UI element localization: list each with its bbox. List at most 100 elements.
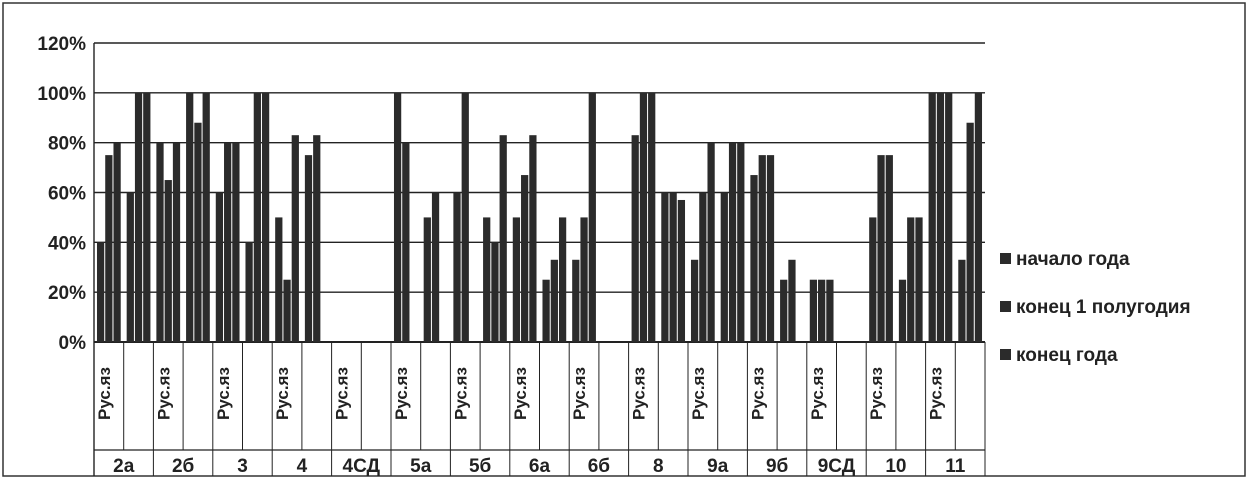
subject-label: Рус.яз xyxy=(927,367,946,420)
subject-label: Рус.яз xyxy=(333,367,352,420)
bar-10-2-series-2 xyxy=(907,217,915,342)
bar-2а-2-series-2 xyxy=(134,92,143,342)
bar-11-1-series-2 xyxy=(936,92,945,342)
bar-3-1-series-1 xyxy=(215,192,224,342)
subject-label: Рус.яз xyxy=(392,367,411,420)
bar-8-2-series-2 xyxy=(669,192,677,342)
category-label: 5а xyxy=(410,456,432,477)
bar-2б-2-series-3 xyxy=(202,92,210,342)
bar-6б-1-series-3 xyxy=(588,92,596,342)
subject-label: Рус.яз xyxy=(689,367,708,420)
category-label: 8 xyxy=(653,456,664,477)
legend-swatch xyxy=(1000,301,1011,312)
bar-2б-1-series-1 xyxy=(156,142,164,342)
subject-label: Рус.яз xyxy=(748,367,767,420)
category-label: 11 xyxy=(945,456,966,477)
bar-3-2-series-3 xyxy=(261,92,270,342)
bar-5а-1-series-1 xyxy=(393,92,402,342)
legend-label: конец 1 полугодия xyxy=(1016,297,1191,318)
bar-9б-1-series-2 xyxy=(758,155,766,342)
subject-label: Рус.яз xyxy=(214,367,233,420)
bar-6б-1-series-2 xyxy=(580,217,588,342)
bar-6а-2-series-2 xyxy=(550,259,558,342)
bar-8-1-series-2 xyxy=(639,92,648,342)
bar-2а-2-series-3 xyxy=(143,92,151,342)
bar-9б-1-series-1 xyxy=(750,175,758,342)
chart-frame xyxy=(2,2,1246,477)
category-label: 4 xyxy=(297,456,308,477)
subject-label: Рус.яз xyxy=(867,367,886,420)
bar-10-1-series-3 xyxy=(885,155,893,342)
category-label: 3 xyxy=(237,456,248,477)
category-label: 2б xyxy=(172,456,194,477)
bar-2б-1-series-3 xyxy=(172,142,181,342)
subject-label: Рус.яз xyxy=(808,367,827,420)
subject-label: Рус.яз xyxy=(154,367,173,420)
bar-6а-1-series-2 xyxy=(521,175,529,342)
bar-8-1-series-1 xyxy=(631,135,639,342)
bar-10-2-series-3 xyxy=(915,217,923,342)
bar-5б-2-series-1 xyxy=(483,217,491,342)
legend-swatch xyxy=(1000,253,1011,264)
category-label: 4СД xyxy=(343,456,381,477)
bar-3-2-series-2 xyxy=(253,92,261,342)
bar-2а-1-series-2 xyxy=(105,155,113,342)
bar-2б-1-series-2 xyxy=(164,180,172,342)
category-label: 5б xyxy=(469,456,491,477)
bar-2а-1-series-1 xyxy=(96,242,105,342)
y-tick-label: 100% xyxy=(37,84,86,105)
y-tick-label: 20% xyxy=(48,283,86,304)
bar-9а-2-series-2 xyxy=(728,142,737,342)
category-label: 6б xyxy=(588,456,610,477)
bar-9б-2-series-2 xyxy=(788,259,796,342)
y-tick-label: 0% xyxy=(59,333,87,354)
bar-3-1-series-3 xyxy=(232,142,240,342)
bar-4-1-series-3 xyxy=(291,135,299,342)
bar-9б-2-series-1 xyxy=(780,279,788,342)
bar-2а-1-series-3 xyxy=(113,142,121,342)
subject-label: Рус.яз xyxy=(511,367,530,420)
subject-label: Рус.яз xyxy=(451,367,470,420)
y-tick-label: 60% xyxy=(48,184,86,205)
subject-label: Рус.яз xyxy=(570,367,589,420)
category-label: 9б xyxy=(766,456,788,477)
bar-10-1-series-2 xyxy=(877,155,885,342)
y-tick-label: 80% xyxy=(48,134,86,155)
bar-9а-1-series-3 xyxy=(707,142,715,342)
bar-4-2-series-2 xyxy=(313,135,321,342)
y-tick-label: 120% xyxy=(37,34,86,55)
category-label: 9а xyxy=(707,456,729,477)
bar-9а-2-series-1 xyxy=(720,192,728,342)
bar-5а-2-series-1 xyxy=(423,217,431,342)
bar-9СД-1-series-3 xyxy=(826,279,834,342)
bar-9б-1-series-3 xyxy=(766,155,775,342)
bar-6а-1-series-3 xyxy=(529,135,537,342)
bar-11-2-series-3 xyxy=(974,92,983,342)
bar-8-1-series-3 xyxy=(648,92,656,342)
bar-5б-2-series-3 xyxy=(499,135,507,342)
bar-3-1-series-2 xyxy=(224,142,232,342)
bar-5б-1-series-2 xyxy=(461,92,469,342)
bar-9СД-1-series-1 xyxy=(809,279,818,342)
legend-swatch xyxy=(1000,349,1011,360)
bar-9а-2-series-3 xyxy=(737,142,745,342)
bar-6а-2-series-3 xyxy=(558,217,567,342)
bar-5б-1-series-1 xyxy=(453,192,461,342)
bar-9а-1-series-2 xyxy=(699,192,707,342)
category-label: 2а xyxy=(113,456,135,477)
bar-3-2-series-1 xyxy=(245,242,253,342)
bar-11-2-series-1 xyxy=(958,259,966,342)
bar-5а-2-series-2 xyxy=(431,192,440,342)
bar-5а-1-series-2 xyxy=(402,142,410,342)
legend-label: начало года xyxy=(1016,249,1130,270)
legend-label: конец года xyxy=(1016,345,1118,366)
bar-2б-2-series-1 xyxy=(186,92,194,342)
bar-2б-2-series-2 xyxy=(194,122,202,342)
bar-4-2-series-1 xyxy=(304,155,313,342)
bar-9а-1-series-1 xyxy=(690,259,699,342)
subject-label: Рус.яз xyxy=(630,367,649,420)
bar-8-2-series-1 xyxy=(661,192,669,342)
bar-5б-2-series-2 xyxy=(491,242,499,342)
bar-4-1-series-1 xyxy=(275,217,283,342)
